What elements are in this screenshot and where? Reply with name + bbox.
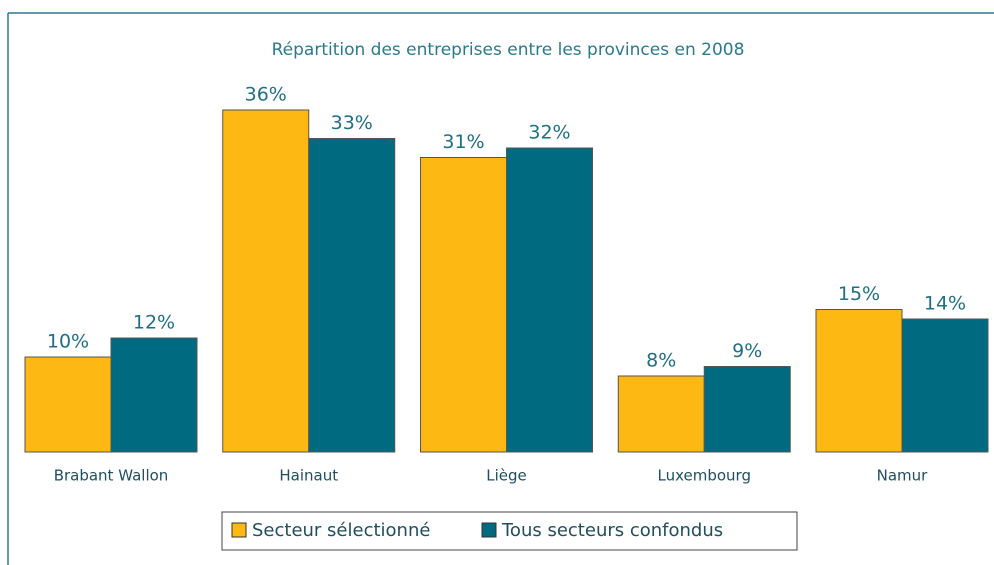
value-label: 15% bbox=[838, 283, 880, 305]
bar bbox=[901, 318, 989, 453]
bar bbox=[420, 157, 507, 453]
value-label: 14% bbox=[924, 293, 966, 315]
x-tick-label: Namur bbox=[877, 467, 929, 485]
bar bbox=[815, 309, 903, 453]
value-label: 12% bbox=[133, 312, 175, 334]
x-tick-label: Brabant Wallon bbox=[54, 467, 169, 485]
chart-title: Répartition des entreprises entre les pr… bbox=[272, 40, 745, 60]
value-label: 10% bbox=[47, 331, 89, 353]
bar bbox=[703, 366, 791, 453]
bar bbox=[617, 375, 705, 453]
value-label: 32% bbox=[528, 122, 570, 144]
legend-box bbox=[221, 511, 798, 551]
value-label: 9% bbox=[732, 340, 762, 362]
value-label: 36% bbox=[245, 84, 287, 106]
x-tick-label: Luxembourg bbox=[658, 467, 752, 485]
bar bbox=[222, 109, 310, 453]
legend-label: Tous secteurs confondus bbox=[501, 520, 723, 541]
value-label: 8% bbox=[646, 350, 676, 372]
value-label: 33% bbox=[331, 112, 373, 134]
value-label: 31% bbox=[442, 131, 484, 153]
bar bbox=[308, 138, 396, 453]
bar bbox=[110, 337, 198, 453]
x-tick-label: Liège bbox=[486, 467, 527, 485]
bar bbox=[24, 356, 112, 453]
legend-swatch bbox=[481, 522, 497, 538]
x-tick-label: Hainaut bbox=[279, 467, 338, 485]
bar bbox=[506, 147, 593, 453]
legend-label: Secteur sélectionné bbox=[252, 520, 430, 541]
legend-swatch bbox=[231, 522, 247, 538]
